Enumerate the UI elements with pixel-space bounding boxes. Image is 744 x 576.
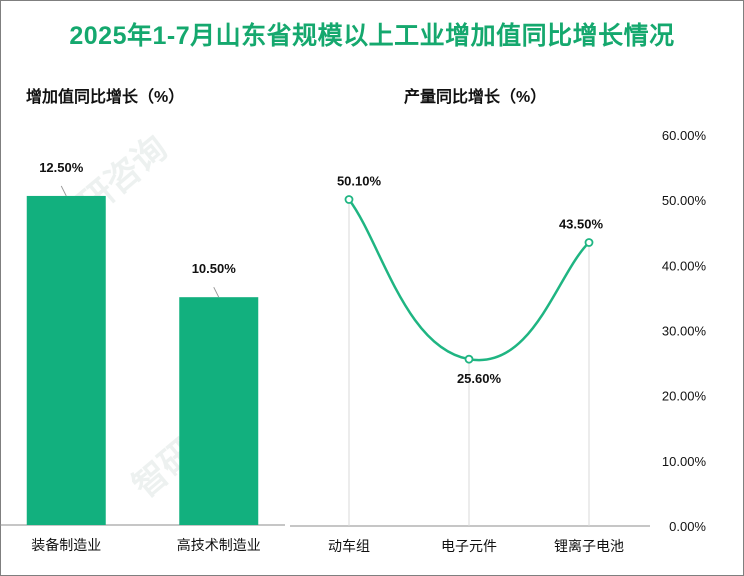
left-chart-subtitle: 增加值同比增长（%） bbox=[26, 89, 185, 106]
chart-title: 2025年1-7月山东省规模以上工业增加值同比增长情况 bbox=[69, 22, 675, 50]
right-chart-subtitle: 产量同比增长（%） bbox=[404, 89, 547, 106]
